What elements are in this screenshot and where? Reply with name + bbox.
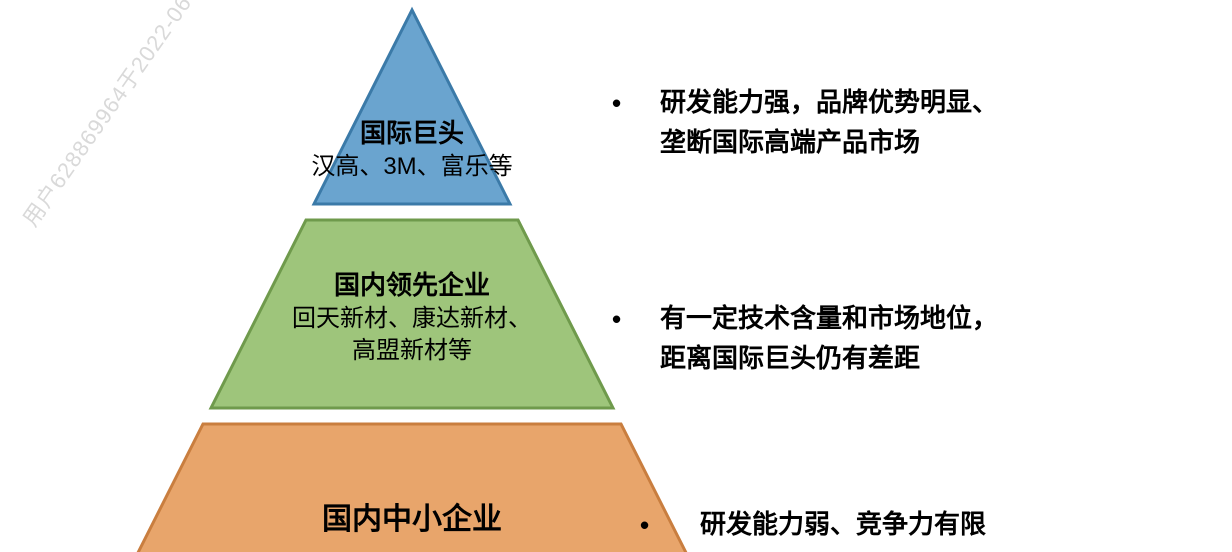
tier-top-title: 国际巨头 <box>280 116 544 151</box>
tier-top-desc: 研发能力强，品牌优势明显、 垄断国际高端产品市场 <box>660 82 998 163</box>
tier-bottom-desc: 研发能力弱、竞争力有限 <box>700 504 986 544</box>
tier-middle-label: 国内领先企业 回天新材、康达新材、高盟新材等 <box>240 268 584 368</box>
diagram-canvas: 用户628869964于2022-06-28日下 国际巨头 汉高、3M、富乐等 … <box>0 0 1232 552</box>
pyramid-svg <box>0 0 1232 552</box>
tier-bottom-desc-line1: 研发能力弱、竞争力有限 <box>700 509 986 539</box>
tier-bottom-bullet: • <box>640 510 649 541</box>
tier-middle-desc-line1: 有一定技术含量和市场地位， <box>660 303 998 333</box>
tier-middle-title: 国内领先企业 <box>240 268 584 303</box>
tier-bottom-title: 国内中小企业 <box>240 500 584 541</box>
tier-middle-subtitle: 回天新材、康达新材、高盟新材等 <box>240 303 584 368</box>
tier-middle-desc: 有一定技术含量和市场地位， 距离国际巨头仍有差距 <box>660 298 998 379</box>
tier-top-subtitle: 汉高、3M、富乐等 <box>280 151 544 183</box>
tier-top-desc-line2: 垄断国际高端产品市场 <box>660 127 920 157</box>
tier-top-label: 国际巨头 汉高、3M、富乐等 <box>280 116 544 183</box>
tier-middle-bullet: • <box>612 304 621 335</box>
tier-top-desc-line1: 研发能力强，品牌优势明显、 <box>660 87 998 117</box>
tier-middle-desc-line2: 距离国际巨头仍有差距 <box>660 343 920 373</box>
tier-top-bullet: • <box>612 88 621 119</box>
tier-bottom-label: 国内中小企业 <box>240 500 584 541</box>
